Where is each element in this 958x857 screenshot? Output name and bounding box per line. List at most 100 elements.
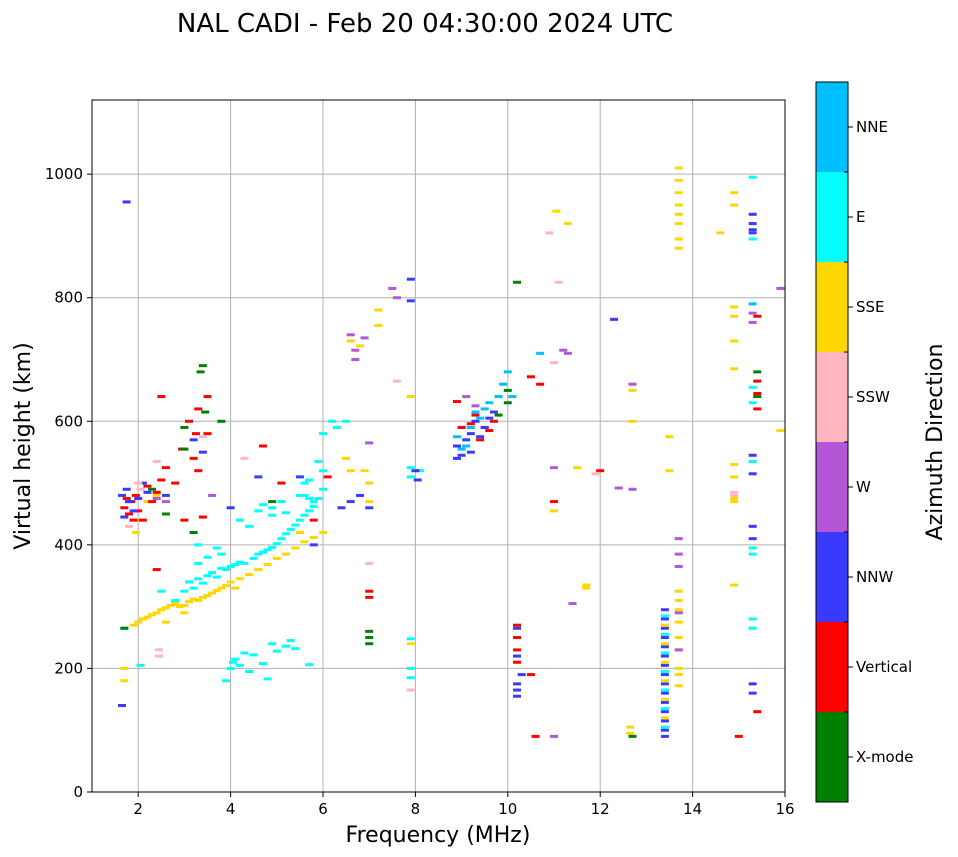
echo-point: [118, 704, 127, 707]
echo-point: [563, 222, 572, 226]
echo-point: [406, 299, 415, 303]
echo-point: [189, 597, 198, 601]
echo-point: [660, 632, 669, 636]
chart-title: NAL CADI - Feb 20 04:30:00 2024 UTC: [177, 9, 673, 39]
echo-point: [508, 395, 517, 399]
echo-point: [346, 500, 355, 504]
echo-point: [157, 478, 166, 482]
echo-point: [185, 419, 194, 423]
echo-point: [748, 546, 757, 550]
echo-point: [254, 475, 263, 479]
echo-point: [138, 518, 147, 522]
echo-point: [201, 410, 210, 414]
echo-point: [124, 500, 133, 504]
echo-point: [471, 410, 480, 414]
echo-point: [235, 518, 244, 522]
echo-point: [753, 391, 762, 395]
echo-point: [730, 493, 739, 497]
echo-point: [268, 642, 277, 646]
echo-point: [563, 351, 572, 355]
echo-point: [730, 339, 739, 343]
echo-point: [131, 493, 140, 497]
echo-point: [212, 589, 221, 593]
echo-point: [365, 642, 374, 646]
colorbar-segment: [816, 82, 848, 172]
echo-point: [245, 573, 254, 577]
echo-point: [143, 500, 152, 504]
echo-point: [550, 734, 558, 738]
echo-point: [212, 546, 221, 550]
echo-point: [730, 500, 739, 504]
echo-point: [134, 518, 143, 522]
echo-point: [610, 317, 619, 321]
echo-point: [161, 466, 170, 470]
y-tick-label: 800: [54, 289, 83, 307]
echo-point: [131, 531, 140, 534]
echo-point: [365, 441, 374, 445]
echo-point: [485, 401, 494, 405]
echo-point: [203, 574, 212, 578]
echo-point: [406, 688, 415, 692]
series-spread-f-nnw-: [118, 200, 757, 707]
echo-point: [480, 425, 489, 429]
echo-point: [272, 542, 281, 546]
echo-point: [365, 589, 374, 593]
echo-point: [660, 642, 669, 646]
echo-point: [319, 487, 327, 491]
echo-point: [660, 719, 669, 723]
echo-point: [134, 509, 143, 513]
echo-point: [730, 305, 739, 309]
echo-point: [300, 493, 309, 497]
echo-point: [753, 407, 762, 411]
echo-point: [452, 435, 461, 439]
echo-point: [660, 623, 669, 627]
echo-point: [295, 493, 304, 497]
echo-point: [748, 682, 757, 686]
colorbar-label-sse: SSE: [856, 298, 885, 316]
echo-point: [748, 626, 757, 630]
echo-point: [122, 487, 131, 491]
echo-point: [136, 487, 145, 491]
echo-point: [462, 395, 471, 399]
echo-point: [748, 453, 757, 457]
echo-point: [406, 466, 415, 470]
echo-point: [235, 560, 244, 564]
echo-point: [309, 535, 318, 539]
echo-point: [573, 466, 582, 470]
echo-point: [189, 531, 198, 534]
echo-point: [494, 413, 503, 417]
echo-point: [249, 653, 258, 657]
echo-point: [536, 382, 545, 386]
echo-point: [217, 586, 226, 590]
echo-point: [748, 231, 757, 235]
echo-point: [365, 629, 374, 633]
data-marks: [118, 166, 785, 738]
echo-point: [282, 532, 291, 536]
echo-point: [406, 642, 415, 646]
echo-point: [134, 620, 143, 624]
echo-point: [748, 175, 757, 179]
echo-point: [124, 512, 133, 516]
echo-point: [660, 728, 669, 732]
echo-point: [152, 611, 161, 615]
echo-point: [476, 416, 485, 420]
echo-point: [406, 277, 415, 281]
echo-point: [120, 666, 129, 670]
echo-point: [545, 231, 554, 235]
echo-point: [157, 589, 166, 593]
echo-point: [466, 425, 475, 429]
echo-point: [212, 575, 221, 579]
echo-point: [614, 486, 623, 490]
echo-point: [674, 212, 683, 216]
echo-point: [258, 503, 267, 507]
echo-point: [406, 395, 415, 399]
echo-point: [462, 444, 471, 448]
echo-point: [388, 286, 397, 290]
echo-point: [171, 598, 180, 602]
echo-point: [152, 568, 161, 572]
echo-point: [748, 302, 757, 306]
echo-point: [660, 660, 669, 664]
echo-point: [753, 395, 762, 399]
echo-point: [272, 556, 281, 560]
echo-point: [513, 654, 522, 658]
